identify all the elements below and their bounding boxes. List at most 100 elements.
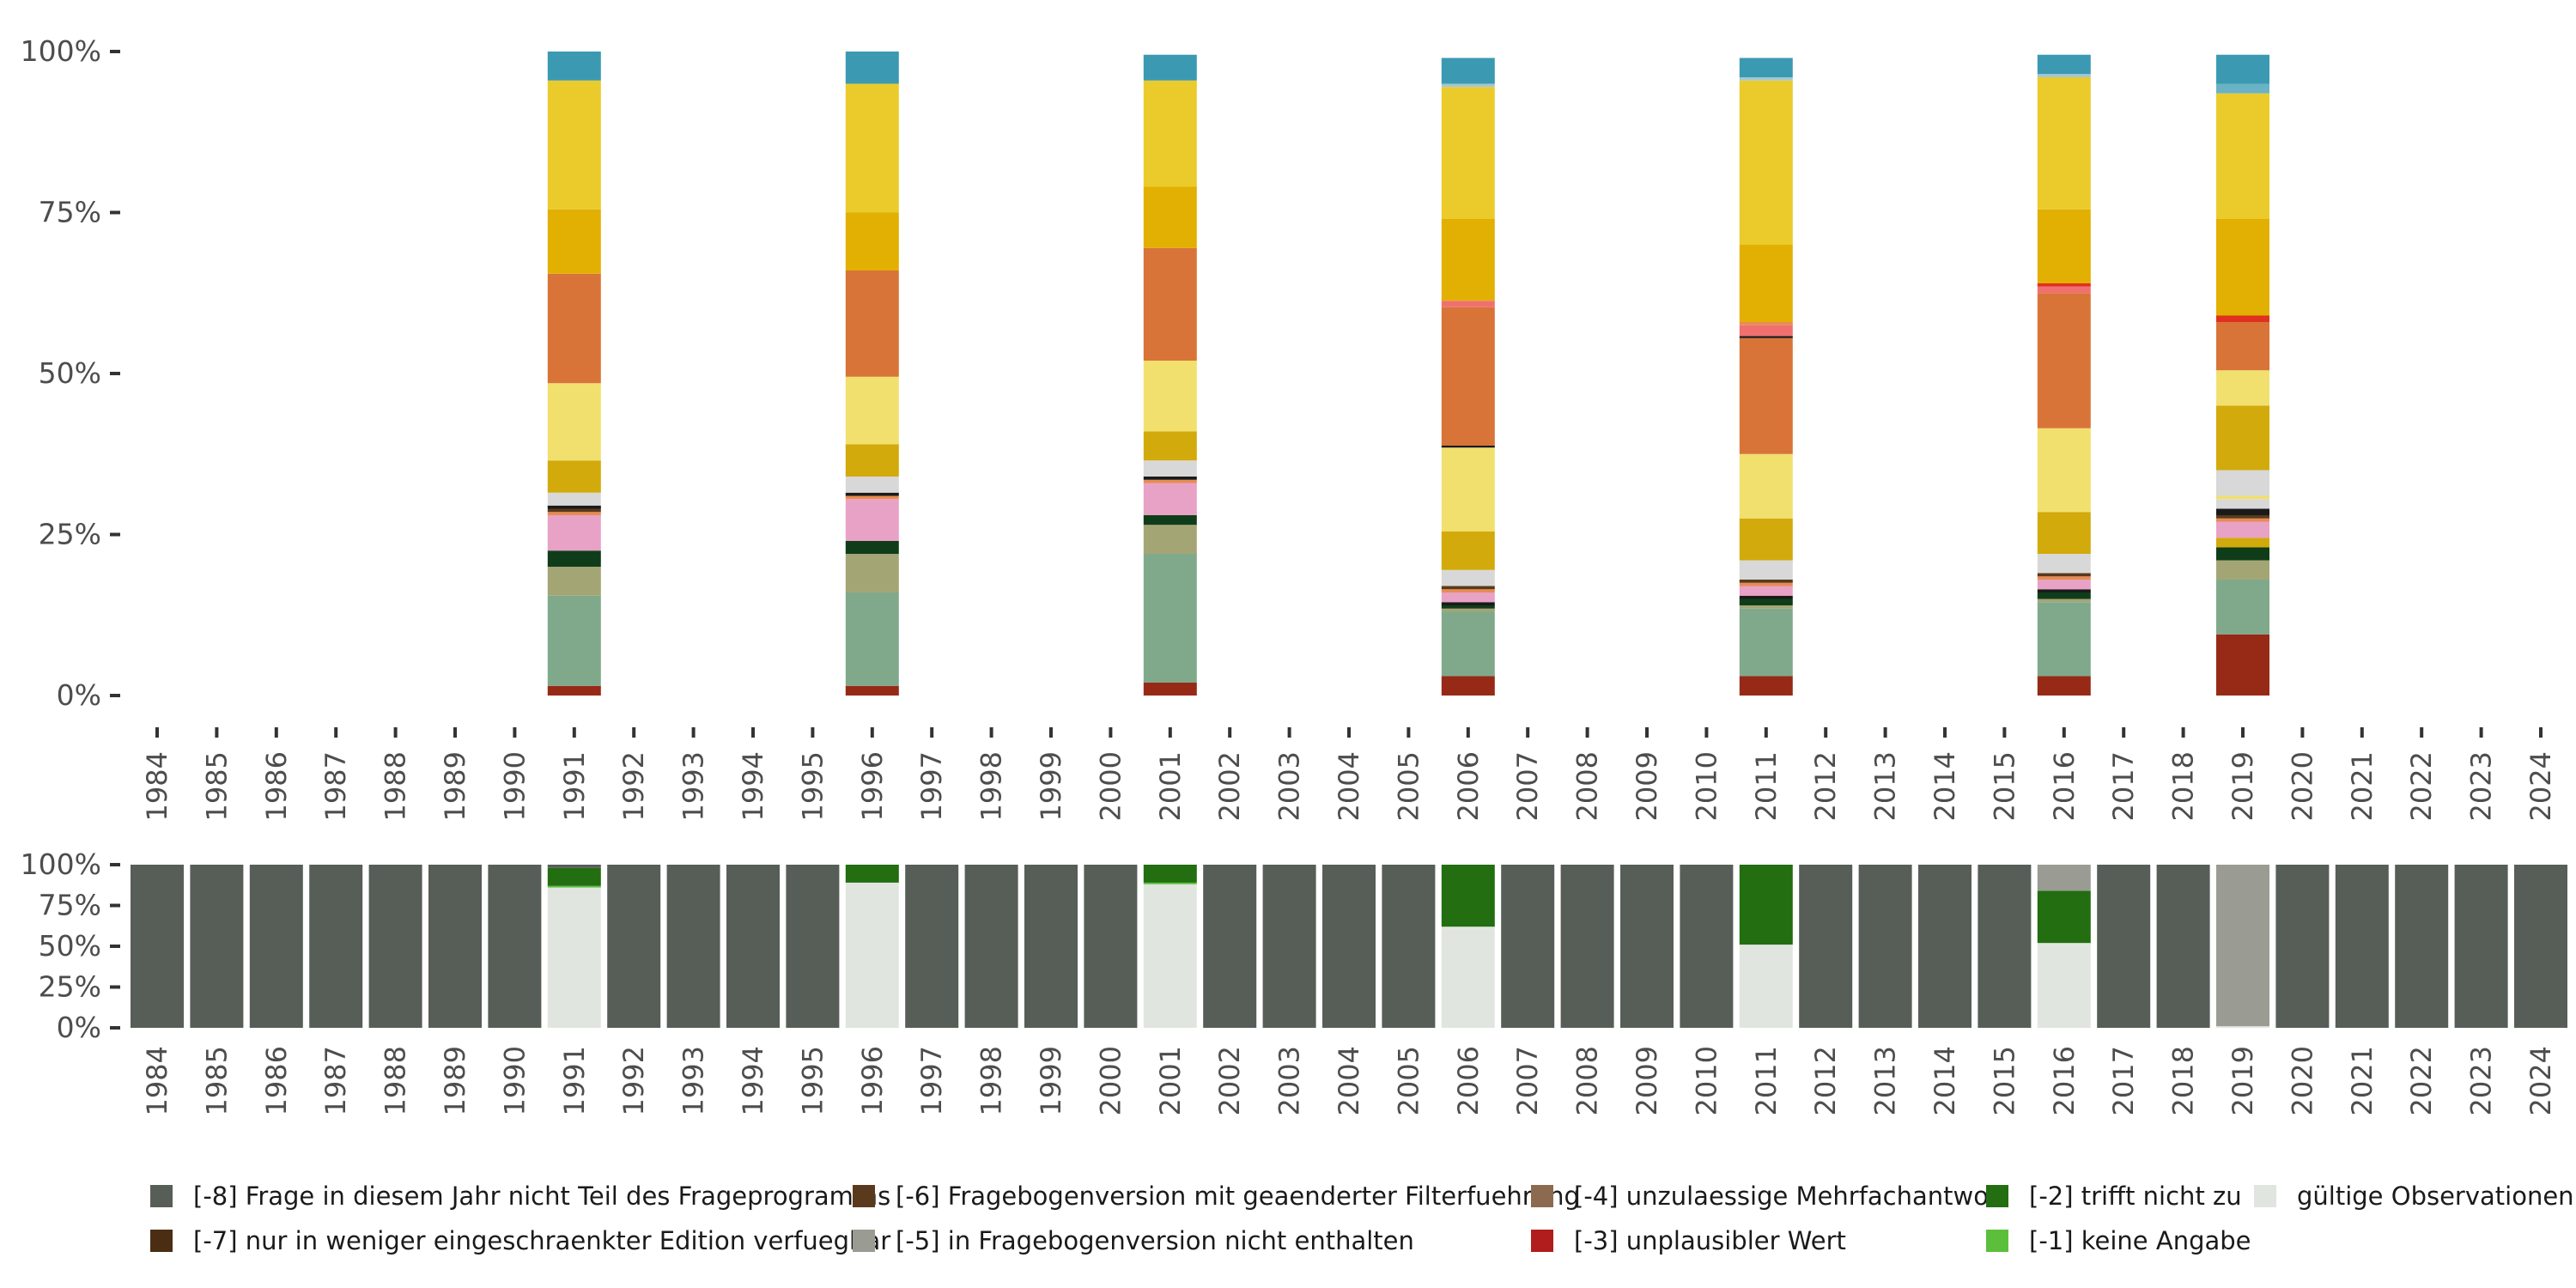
legend-label: [-2] trifft nicht zu — [2029, 1182, 2242, 1211]
bottom-bar-segment-8-frage-in-diesem-jahr-nicht-teil-des-frageprogramms — [1382, 865, 1436, 1028]
top-bar-segment — [2216, 518, 2269, 522]
bottom-bar-2003 — [1262, 865, 1316, 1028]
top-xtick-label: 2008 — [1571, 751, 1604, 821]
top-ytick-label: 0% — [57, 678, 101, 712]
top-xtick-label: 1996 — [856, 751, 889, 821]
legend-swatch — [1531, 1230, 1553, 1252]
top-bar-segment — [845, 212, 899, 270]
bottom-bar-segment-g-ltige-observationen — [547, 887, 601, 1028]
top-bar-segment — [845, 685, 899, 696]
top-bar-segment — [2216, 547, 2269, 561]
legend-swatch — [853, 1185, 875, 1207]
bottom-ytick-label: 100% — [21, 848, 101, 881]
top-bar-2016 — [2037, 54, 2091, 696]
legend-swatch — [1531, 1185, 1553, 1207]
top-bar-segment — [845, 592, 899, 686]
bottom-bar-2018 — [2156, 865, 2210, 1028]
bottom-bar-segment-2-trifft-nicht-zu — [1441, 865, 1495, 927]
bottom-bar-2000 — [1084, 865, 1138, 1028]
bottom-bar-segment-g-ltige-observationen — [2037, 943, 2091, 1028]
bottom-bar-1986 — [249, 865, 303, 1028]
bottom-bar-1992 — [607, 865, 661, 1028]
top-xtick-label: 2001 — [1154, 751, 1187, 821]
top-xtick-label: 2005 — [1392, 751, 1425, 821]
top-valid-distribution-chart: 0% 25% 50% 75% 100% 1984 1985 1986 1987 1988 1989 1… — [21, 34, 2557, 821]
bottom-bar-segment-8-frage-in-diesem-jahr-nicht-teil-des-frageprogramms — [1799, 865, 1853, 1028]
top-bar-segment — [547, 567, 601, 596]
top-bar-segment — [547, 492, 601, 506]
bottom-bar-2014 — [1918, 865, 1971, 1028]
top-bar-segment — [1441, 589, 1495, 592]
top-xtick-label: 2013 — [1869, 751, 1902, 821]
legend-item-8-frage-in-diesem-jahr-nicht-teil-des-frageprogramms: [-8] Frage in diesem Jahr nicht Teil des… — [150, 1182, 890, 1211]
top-bar-segment — [2037, 573, 2091, 577]
bottom-xtick-label: 1993 — [677, 1046, 710, 1115]
top-xtick-label: 2019 — [2227, 751, 2259, 821]
top-bar-segment — [2037, 602, 2091, 677]
top-bar-segment — [547, 505, 601, 509]
legend-label: [-6] Fragebogenversion mit geaenderter F… — [896, 1182, 1580, 1211]
legend-item-1-keine-angabe: [-1] keine Angabe — [1986, 1226, 2251, 1255]
top-xtick-label: 1991 — [558, 751, 591, 821]
bottom-xtick-label: 2012 — [1809, 1046, 1842, 1115]
top-bar-segment — [845, 52, 899, 84]
bottom-xtick-label: 1999 — [1035, 1046, 1067, 1115]
bottom-bar-segment-8-frage-in-diesem-jahr-nicht-teil-des-frageprogramms — [666, 865, 720, 1028]
bottom-bar-segment-8-frage-in-diesem-jahr-nicht-teil-des-frageprogramms — [1978, 865, 2032, 1028]
bottom-bar-segment-8-frage-in-diesem-jahr-nicht-teil-des-frageprogramms — [131, 865, 184, 1028]
legend-swatch — [1986, 1185, 2008, 1207]
bottom-bar-segment-8-frage-in-diesem-jahr-nicht-teil-des-frageprogramms — [786, 865, 840, 1028]
top-bar-segment — [1739, 336, 1793, 338]
top-bar-segment — [2216, 538, 2269, 548]
top-bar-segment — [845, 499, 899, 541]
legend-swatch — [853, 1230, 875, 1252]
top-bar-segment — [1739, 560, 1793, 580]
top-bar-segment — [1143, 460, 1197, 477]
bottom-bar-2024 — [2514, 865, 2567, 1028]
top-bar-segment — [547, 508, 601, 513]
legend-item-6-fragebogenversion-mit-geaenderter-filterfuehrung: [-6] Fragebogenversion mit geaenderter F… — [853, 1182, 1580, 1211]
top-bar-segment — [1143, 477, 1197, 480]
top-bar-segment — [547, 273, 601, 384]
top-bar-segment — [1739, 518, 1793, 561]
bottom-bar-segment-8-frage-in-diesem-jahr-nicht-teil-des-frageprogramms — [1203, 865, 1257, 1028]
bottom-xtick-label: 2023 — [2465, 1046, 2498, 1115]
bottom-bar-2004 — [1322, 865, 1376, 1028]
bottom-xtick-label: 2009 — [1631, 1046, 1663, 1115]
bottom-bar-2005 — [1382, 865, 1436, 1028]
bottom-bar-segment-8-frage-in-diesem-jahr-nicht-teil-des-frageprogramms — [1560, 865, 1614, 1028]
bottom-xtick-label: 1998 — [975, 1046, 1008, 1115]
bottom-bar-segment-8-frage-in-diesem-jahr-nicht-teil-des-frageprogramms — [2454, 865, 2508, 1028]
legend-swatch — [150, 1230, 173, 1252]
top-bar-segment — [2037, 592, 2091, 599]
bottom-xtick-label: 2019 — [2227, 1046, 2259, 1115]
top-bar-segment — [2037, 512, 2091, 554]
bottom-bar-1984 — [131, 865, 184, 1028]
bottom-xtick-label: 2000 — [1094, 1046, 1127, 1115]
bottom-xtick-label: 1992 — [617, 1046, 650, 1115]
top-bar-segment — [2216, 83, 2269, 94]
top-bar-segment — [1441, 531, 1495, 570]
top-bar-segment — [845, 541, 899, 554]
top-bar-segment — [1739, 580, 1793, 583]
top-bar-2006 — [1441, 58, 1495, 696]
bottom-xtick-label: 1996 — [856, 1046, 889, 1115]
legend-label: [-3] unplausibler Wert — [1574, 1226, 1846, 1255]
bottom-ytick-label: 0% — [57, 1011, 101, 1044]
top-bar-segment — [1739, 586, 1793, 596]
bottom-bar-2019 — [2216, 865, 2269, 1028]
top-xtick-label: 2015 — [1988, 751, 2020, 821]
top-bar-segment — [2037, 589, 2091, 592]
bottom-bar-2012 — [1799, 865, 1853, 1028]
top-bar-segment — [1143, 54, 1197, 81]
bottom-bar-segment-8-frage-in-diesem-jahr-nicht-teil-des-frageprogramms — [249, 865, 303, 1028]
bottom-bar-1999 — [1024, 865, 1078, 1028]
bottom-bar-segment-8-frage-in-diesem-jahr-nicht-teil-des-frageprogramms — [428, 865, 482, 1028]
bottom-bar-1988 — [368, 865, 422, 1028]
top-bar-segment — [1441, 83, 1495, 88]
top-bar-segment — [1441, 307, 1495, 446]
bottom-xtick-label: 1994 — [737, 1046, 769, 1115]
top-bar-segment — [547, 52, 601, 81]
top-bar-segment — [845, 492, 899, 496]
